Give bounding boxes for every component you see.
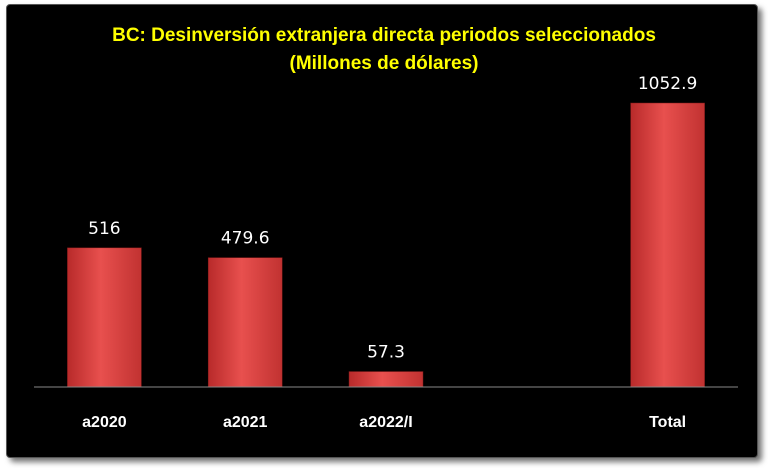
category-label: a2022/I <box>359 414 412 431</box>
category-label: a2021 <box>223 414 268 431</box>
bar-a2020 <box>67 247 142 388</box>
chart-title: BC: Desinversión extranjera directa peri… <box>112 25 656 46</box>
data-label: 1052.9 <box>638 74 697 94</box>
chart-subtitle: (Millones de dólares) <box>289 53 479 74</box>
data-label: 479.6 <box>221 229 270 249</box>
data-label: 516 <box>88 219 120 239</box>
bar-total <box>630 102 705 388</box>
category-label: Total <box>649 414 686 431</box>
category-label: a2020 <box>82 414 127 431</box>
bar-a2022-i <box>348 371 424 388</box>
data-label: 57.3 <box>367 343 405 363</box>
bar-a2021 <box>207 257 283 388</box>
